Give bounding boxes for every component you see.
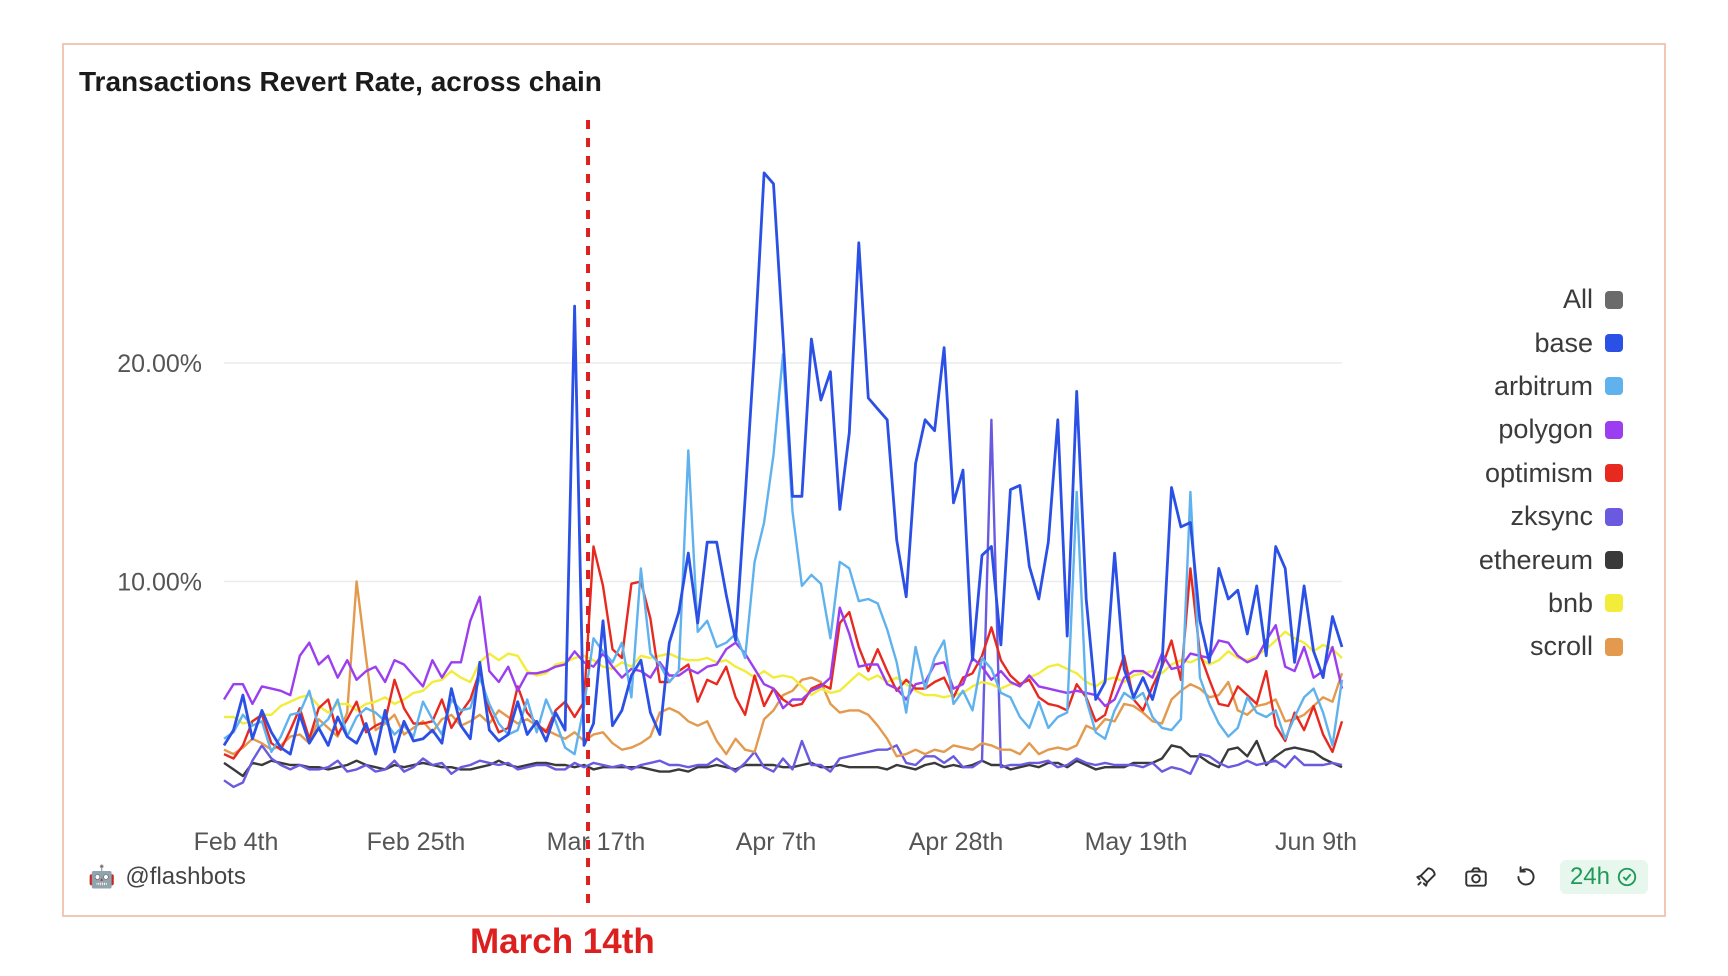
legend-label: bnb xyxy=(1547,587,1593,618)
legend-label: scroll xyxy=(1529,631,1593,662)
march-14th-annotation: March 14th xyxy=(470,922,655,961)
legend-item-polygon[interactable]: polygon xyxy=(1363,408,1623,451)
rocket-icon[interactable] xyxy=(1410,861,1442,893)
reload-icon[interactable] xyxy=(1510,861,1542,893)
x-tick-label: Jun 9th xyxy=(1275,828,1357,856)
legend-swatch xyxy=(1605,551,1623,570)
series-line-polygon xyxy=(222,595,1344,710)
chart-card xyxy=(62,43,1666,917)
footer-brand: 🤖 @flashbots xyxy=(88,863,246,891)
chart-title: Transactions Revert Rate, across chain xyxy=(79,66,602,97)
x-tick-label: Apr 7th xyxy=(736,828,817,856)
legend-swatch xyxy=(1605,334,1623,353)
series-lines xyxy=(222,171,1344,789)
series-line-optimism xyxy=(223,545,1344,760)
legend-item-zksync[interactable]: zksync xyxy=(1363,495,1623,538)
legend-swatch xyxy=(1605,377,1623,396)
legend-label: base xyxy=(1534,327,1593,358)
check-circle-icon xyxy=(1617,867,1637,887)
legend-item-bnb[interactable]: bnb xyxy=(1363,582,1623,625)
legend-swatch xyxy=(1605,290,1623,309)
legend-label: arbitrum xyxy=(1493,370,1593,401)
legend-swatch xyxy=(1605,507,1623,526)
grid-lines xyxy=(224,362,1342,583)
legend-item-arbitrum[interactable]: arbitrum xyxy=(1363,365,1623,408)
legend-item-All[interactable]: All xyxy=(1363,278,1623,321)
y-tick-label: 10.00% xyxy=(117,569,202,597)
series-line-base xyxy=(222,171,1344,756)
series-line-bnb xyxy=(224,630,1343,725)
legend-label: polygon xyxy=(1498,414,1593,445)
chart-toolbar: 24h xyxy=(1410,860,1648,894)
x-tick-labels: Feb 4th Feb 25th Mar 17th Apr 7th Apr 28th Ma… xyxy=(194,828,1357,856)
legend-swatch xyxy=(1605,464,1623,483)
x-tick-label: Feb 4th xyxy=(194,828,279,856)
y-tick-labels: 10.00% 20.00% xyxy=(117,350,202,597)
series-line-zksync xyxy=(223,418,1343,789)
x-tick-label: May 19th xyxy=(1085,828,1188,856)
legend-item-ethereum[interactable]: ethereum xyxy=(1363,538,1623,581)
legend-swatch xyxy=(1605,594,1623,613)
legend-label: All xyxy=(1562,284,1593,315)
refresh-interval-label: 24h xyxy=(1569,863,1610,890)
refresh-interval-badge[interactable]: 24h xyxy=(1559,860,1648,894)
y-tick-label: 20.00% xyxy=(117,350,202,378)
brand-label: @flashbots xyxy=(125,863,246,890)
x-tick-label: Mar 17th xyxy=(547,828,646,856)
legend-item-scroll[interactable]: scroll xyxy=(1363,625,1623,668)
camera-icon[interactable] xyxy=(1460,861,1492,893)
flashbots-logo-icon: 🤖 xyxy=(88,864,116,889)
legend-item-optimism[interactable]: optimism xyxy=(1363,452,1623,495)
legend-label: zksync xyxy=(1510,501,1593,532)
x-tick-label: Feb 25th xyxy=(367,828,466,856)
legend: All base arbitrum polygon optimism zksync ethe… xyxy=(1363,278,1623,669)
x-tick-label: Apr 28th xyxy=(909,828,1004,856)
legend-swatch xyxy=(1605,637,1623,656)
legend-swatch xyxy=(1605,420,1623,439)
series-line-ethereum xyxy=(223,739,1343,778)
legend-item-base[interactable]: base xyxy=(1363,321,1623,364)
legend-label: optimism xyxy=(1484,457,1593,488)
legend-label: ethereum xyxy=(1478,544,1593,575)
